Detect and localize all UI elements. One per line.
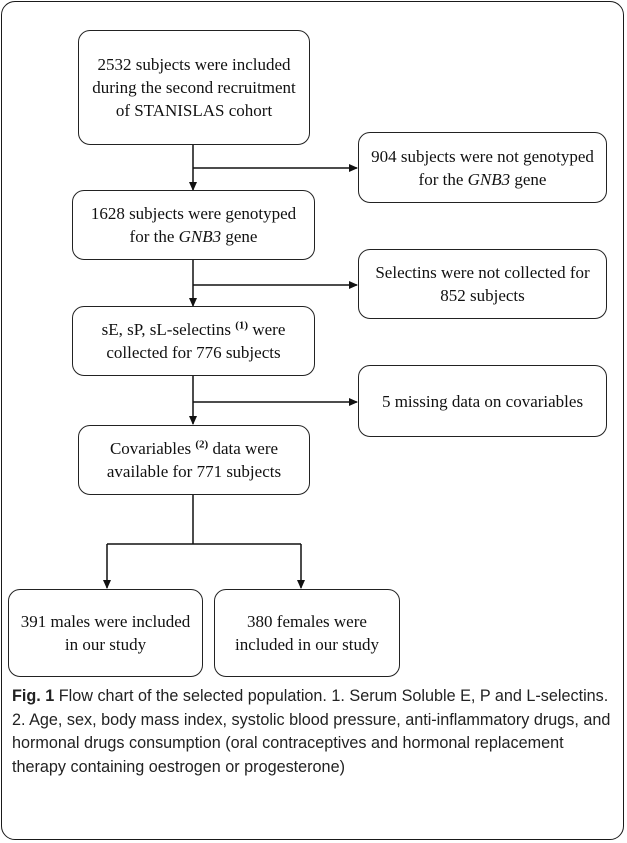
figure-label: Fig. 1 — [12, 687, 55, 705]
covariables-box: Covariables (2) data were available for … — [78, 425, 310, 495]
selectins-collected-box: sE, sP, sL-selectins (1) were collected … — [72, 306, 315, 376]
selectins-not-collected-box: Selectins were not collected for 852 sub… — [358, 249, 607, 319]
females-box: 380 females were included in our study — [214, 589, 400, 677]
selectins-not-collected-text: Selectins were not collected for 852 sub… — [375, 263, 590, 305]
genotyped-text: 1628 subjects were genotyped for the GNB… — [90, 204, 297, 246]
recruitment-text: 2532 subjects were included during the s… — [92, 55, 296, 120]
figure-caption: Fig. 1 Flow chart of the selected popula… — [12, 685, 612, 779]
males-box: 391 males were included in our study — [8, 589, 203, 677]
not-genotyped-box: 904 subjects were not genotyped for the … — [358, 132, 607, 203]
missing-covariables-box: 5 missing data on covariables — [358, 365, 607, 437]
caption-text: Flow chart of the selected population. 1… — [12, 687, 611, 776]
genotyped-box: 1628 subjects were genotyped for the GNB… — [72, 190, 315, 260]
males-text: 391 males were included in our study — [20, 612, 191, 654]
covariables-text: Covariables (2) data were available for … — [106, 438, 282, 481]
females-text: 380 females were included in our study — [234, 612, 379, 654]
not-genotyped-text: 904 subjects were not genotyped for the … — [371, 146, 594, 189]
recruitment-box: 2532 subjects were included during the s… — [78, 30, 310, 145]
selectins-collected-text: sE, sP, sL-selectins (1) were collected … — [101, 319, 286, 362]
missing-covariables-text: 5 missing data on covariables — [381, 391, 584, 411]
